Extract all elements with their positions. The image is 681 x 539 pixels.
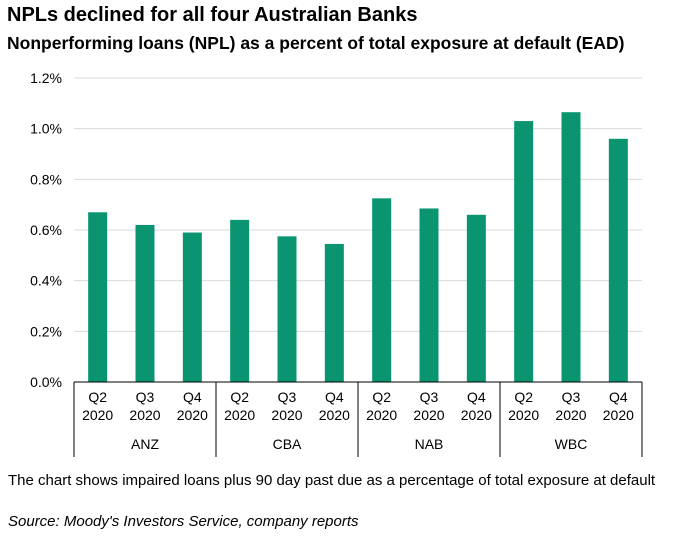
bar — [230, 219, 250, 382]
group-label: CBA — [273, 436, 302, 452]
bar — [419, 208, 439, 382]
bar — [514, 121, 534, 383]
y-tick-label: 0.6% — [30, 222, 62, 238]
chart-subtitle: Nonperforming loans (NPL) as a percent o… — [7, 33, 625, 53]
bar — [372, 198, 392, 382]
bar — [608, 138, 628, 382]
bar — [277, 236, 297, 382]
group-label: WBC — [555, 436, 588, 452]
x-tick-label-quarter: Q3 — [136, 389, 155, 405]
x-tick-label-quarter: Q4 — [609, 389, 628, 405]
chart-source: Source: Moody's Investors Service, compa… — [8, 513, 359, 530]
chart-title: NPLs declined for all four Australian Ba… — [7, 4, 418, 26]
group-label: NAB — [415, 436, 444, 452]
bar — [135, 224, 155, 382]
y-tick-label: 1.0% — [30, 121, 62, 137]
x-tick-label-quarter: Q4 — [183, 389, 202, 405]
group-label: ANZ — [131, 436, 159, 452]
bar-chart: 0.0% 0.2% 0.4% 0.6% 0.8% 1.0% 1.2% Q2 2020 Q3 2020… — [30, 70, 643, 457]
bar — [182, 232, 202, 382]
x-tick-label-year: 2020 — [555, 407, 586, 423]
x-tick-label-quarter: Q4 — [325, 389, 344, 405]
bar — [561, 112, 581, 382]
chart-footnote: The chart shows impaired loans plus 90 d… — [8, 472, 656, 489]
x-tick-label-year: 2020 — [129, 407, 160, 423]
x-tick-label-quarter: Q2 — [372, 389, 391, 405]
x-tick-label-quarter: Q3 — [562, 389, 581, 405]
x-tick-label-year: 2020 — [508, 407, 539, 423]
bar — [466, 214, 486, 382]
y-tick-label: 0.4% — [30, 273, 62, 289]
bar — [88, 212, 108, 382]
x-tick-label-quarter: Q3 — [278, 389, 297, 405]
x-tick-label-year: 2020 — [271, 407, 302, 423]
x-tick-label-quarter: Q2 — [230, 389, 249, 405]
x-tick-label-quarter: Q3 — [420, 389, 439, 405]
y-tick-label: 0.2% — [30, 323, 62, 339]
x-tick-label-year: 2020 — [319, 407, 350, 423]
x-tick-label-year: 2020 — [603, 407, 634, 423]
y-tick-label: 0.0% — [30, 374, 62, 390]
y-tick-label: 1.2% — [30, 70, 62, 86]
x-tick-label-quarter: Q2 — [88, 389, 107, 405]
x-tick-label-year: 2020 — [82, 407, 113, 423]
x-tick-label-year: 2020 — [413, 407, 444, 423]
x-tick-label-year: 2020 — [177, 407, 208, 423]
x-tick-label-year: 2020 — [461, 407, 492, 423]
y-tick-label: 0.8% — [30, 171, 62, 187]
x-tick-label-year: 2020 — [366, 407, 397, 423]
x-tick-label-quarter: Q2 — [514, 389, 533, 405]
x-tick-label-quarter: Q4 — [467, 389, 486, 405]
x-tick-label-year: 2020 — [224, 407, 255, 423]
bar — [324, 243, 344, 382]
